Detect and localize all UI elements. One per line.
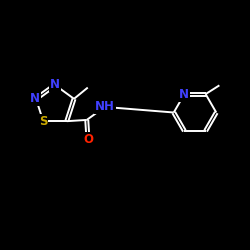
- Text: N: N: [180, 88, 190, 101]
- Text: NH: NH: [95, 100, 115, 113]
- Text: N: N: [50, 78, 60, 91]
- Text: N: N: [30, 92, 40, 105]
- Text: S: S: [39, 115, 48, 128]
- Text: O: O: [83, 134, 93, 146]
